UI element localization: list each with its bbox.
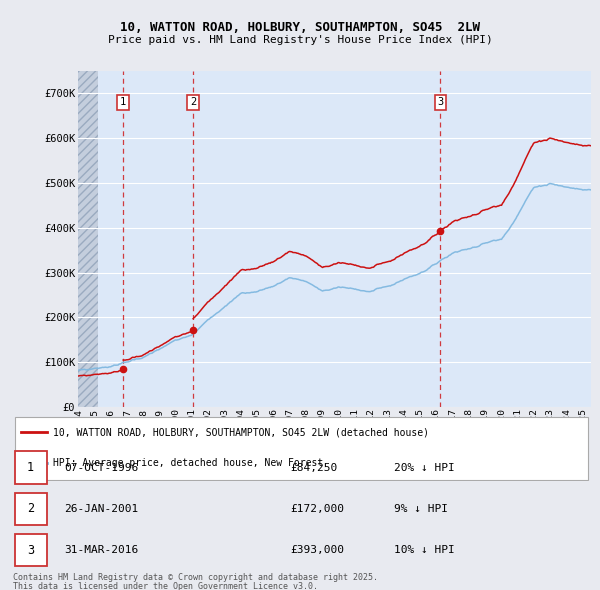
Text: 1: 1 (27, 461, 34, 474)
FancyBboxPatch shape (15, 493, 47, 525)
Text: 26-JAN-2001: 26-JAN-2001 (64, 504, 139, 514)
FancyBboxPatch shape (15, 451, 47, 484)
Text: HPI: Average price, detached house, New Forest: HPI: Average price, detached house, New … (53, 458, 323, 468)
Text: 2: 2 (190, 97, 196, 107)
Text: 20% ↓ HPI: 20% ↓ HPI (394, 463, 455, 473)
Text: Price paid vs. HM Land Registry's House Price Index (HPI): Price paid vs. HM Land Registry's House … (107, 35, 493, 45)
Text: 1: 1 (120, 97, 126, 107)
Text: 2: 2 (27, 502, 34, 516)
FancyBboxPatch shape (15, 417, 588, 480)
Text: 10, WATTON ROAD, HOLBURY, SOUTHAMPTON, SO45  2LW: 10, WATTON ROAD, HOLBURY, SOUTHAMPTON, S… (120, 21, 480, 34)
Text: £172,000: £172,000 (290, 504, 344, 514)
Text: Contains HM Land Registry data © Crown copyright and database right 2025.: Contains HM Land Registry data © Crown c… (13, 573, 378, 582)
Text: 9% ↓ HPI: 9% ↓ HPI (394, 504, 448, 514)
Text: £393,000: £393,000 (290, 545, 344, 555)
Text: 3: 3 (437, 97, 443, 107)
Text: This data is licensed under the Open Government Licence v3.0.: This data is licensed under the Open Gov… (13, 582, 318, 590)
Text: 07-OCT-1996: 07-OCT-1996 (64, 463, 139, 473)
FancyBboxPatch shape (15, 534, 47, 566)
Text: £84,250: £84,250 (290, 463, 337, 473)
Text: 3: 3 (27, 543, 34, 557)
Text: 31-MAR-2016: 31-MAR-2016 (64, 545, 139, 555)
Text: 10, WATTON ROAD, HOLBURY, SOUTHAMPTON, SO45 2LW (detached house): 10, WATTON ROAD, HOLBURY, SOUTHAMPTON, S… (53, 427, 428, 437)
Text: 10% ↓ HPI: 10% ↓ HPI (394, 545, 455, 555)
